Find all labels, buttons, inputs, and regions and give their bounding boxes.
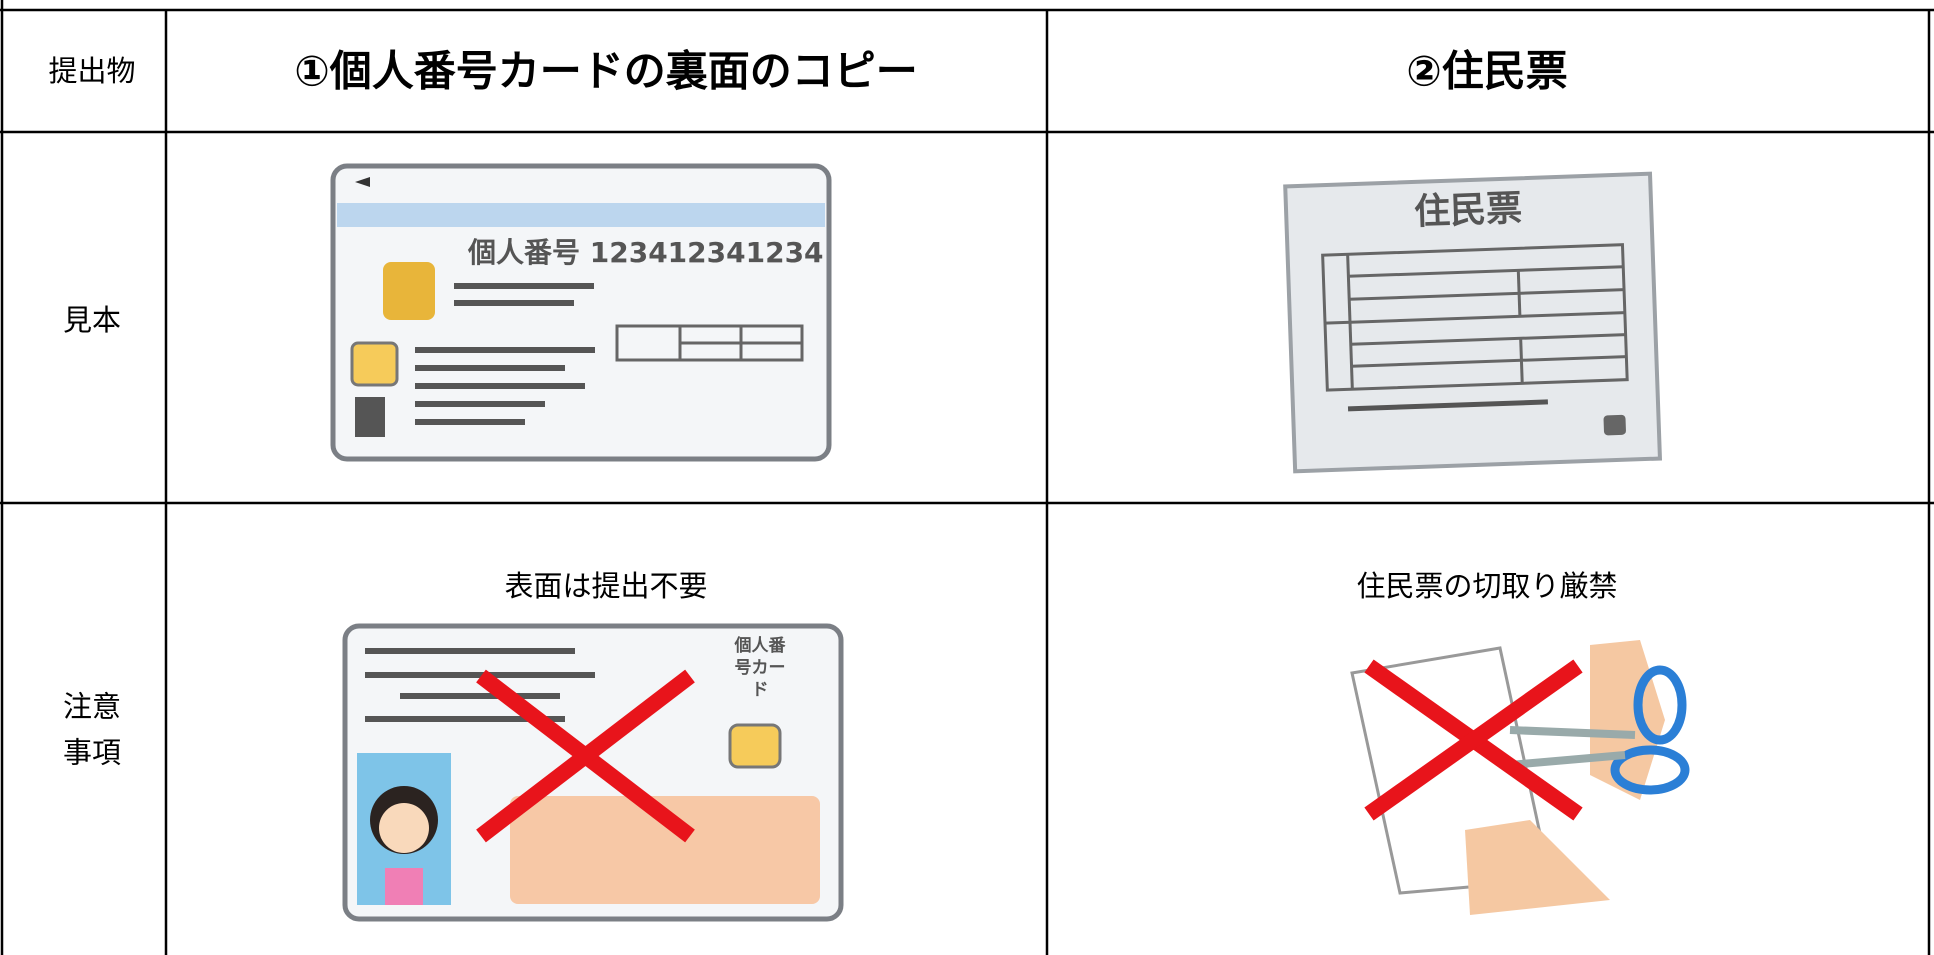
row-label: 注意事項 <box>62 689 121 770</box>
jumin-title: 住民票 <box>1413 188 1522 233</box>
note: 住民票の切取り厳禁 <box>1356 568 1618 603</box>
note: 表面は提出不要 <box>504 568 708 603</box>
card-front-title: 個人番号カード <box>734 635 786 701</box>
card-front-illustration <box>342 623 844 922</box>
row-label: 見本 <box>62 302 122 337</box>
header-cell: ①個人番号カードの裏面のコピー <box>294 46 918 96</box>
header-cell: 提出物 <box>48 53 136 88</box>
card-back-illustration: 個人番号 123412341234 <box>330 163 832 462</box>
scissors-illustration <box>1350 640 1690 915</box>
header-cell: ②住民票 <box>1406 46 1568 96</box>
jumin-illustration: 住民票 <box>1283 171 1663 474</box>
card-number: 個人番号 123412341234 <box>467 236 824 269</box>
